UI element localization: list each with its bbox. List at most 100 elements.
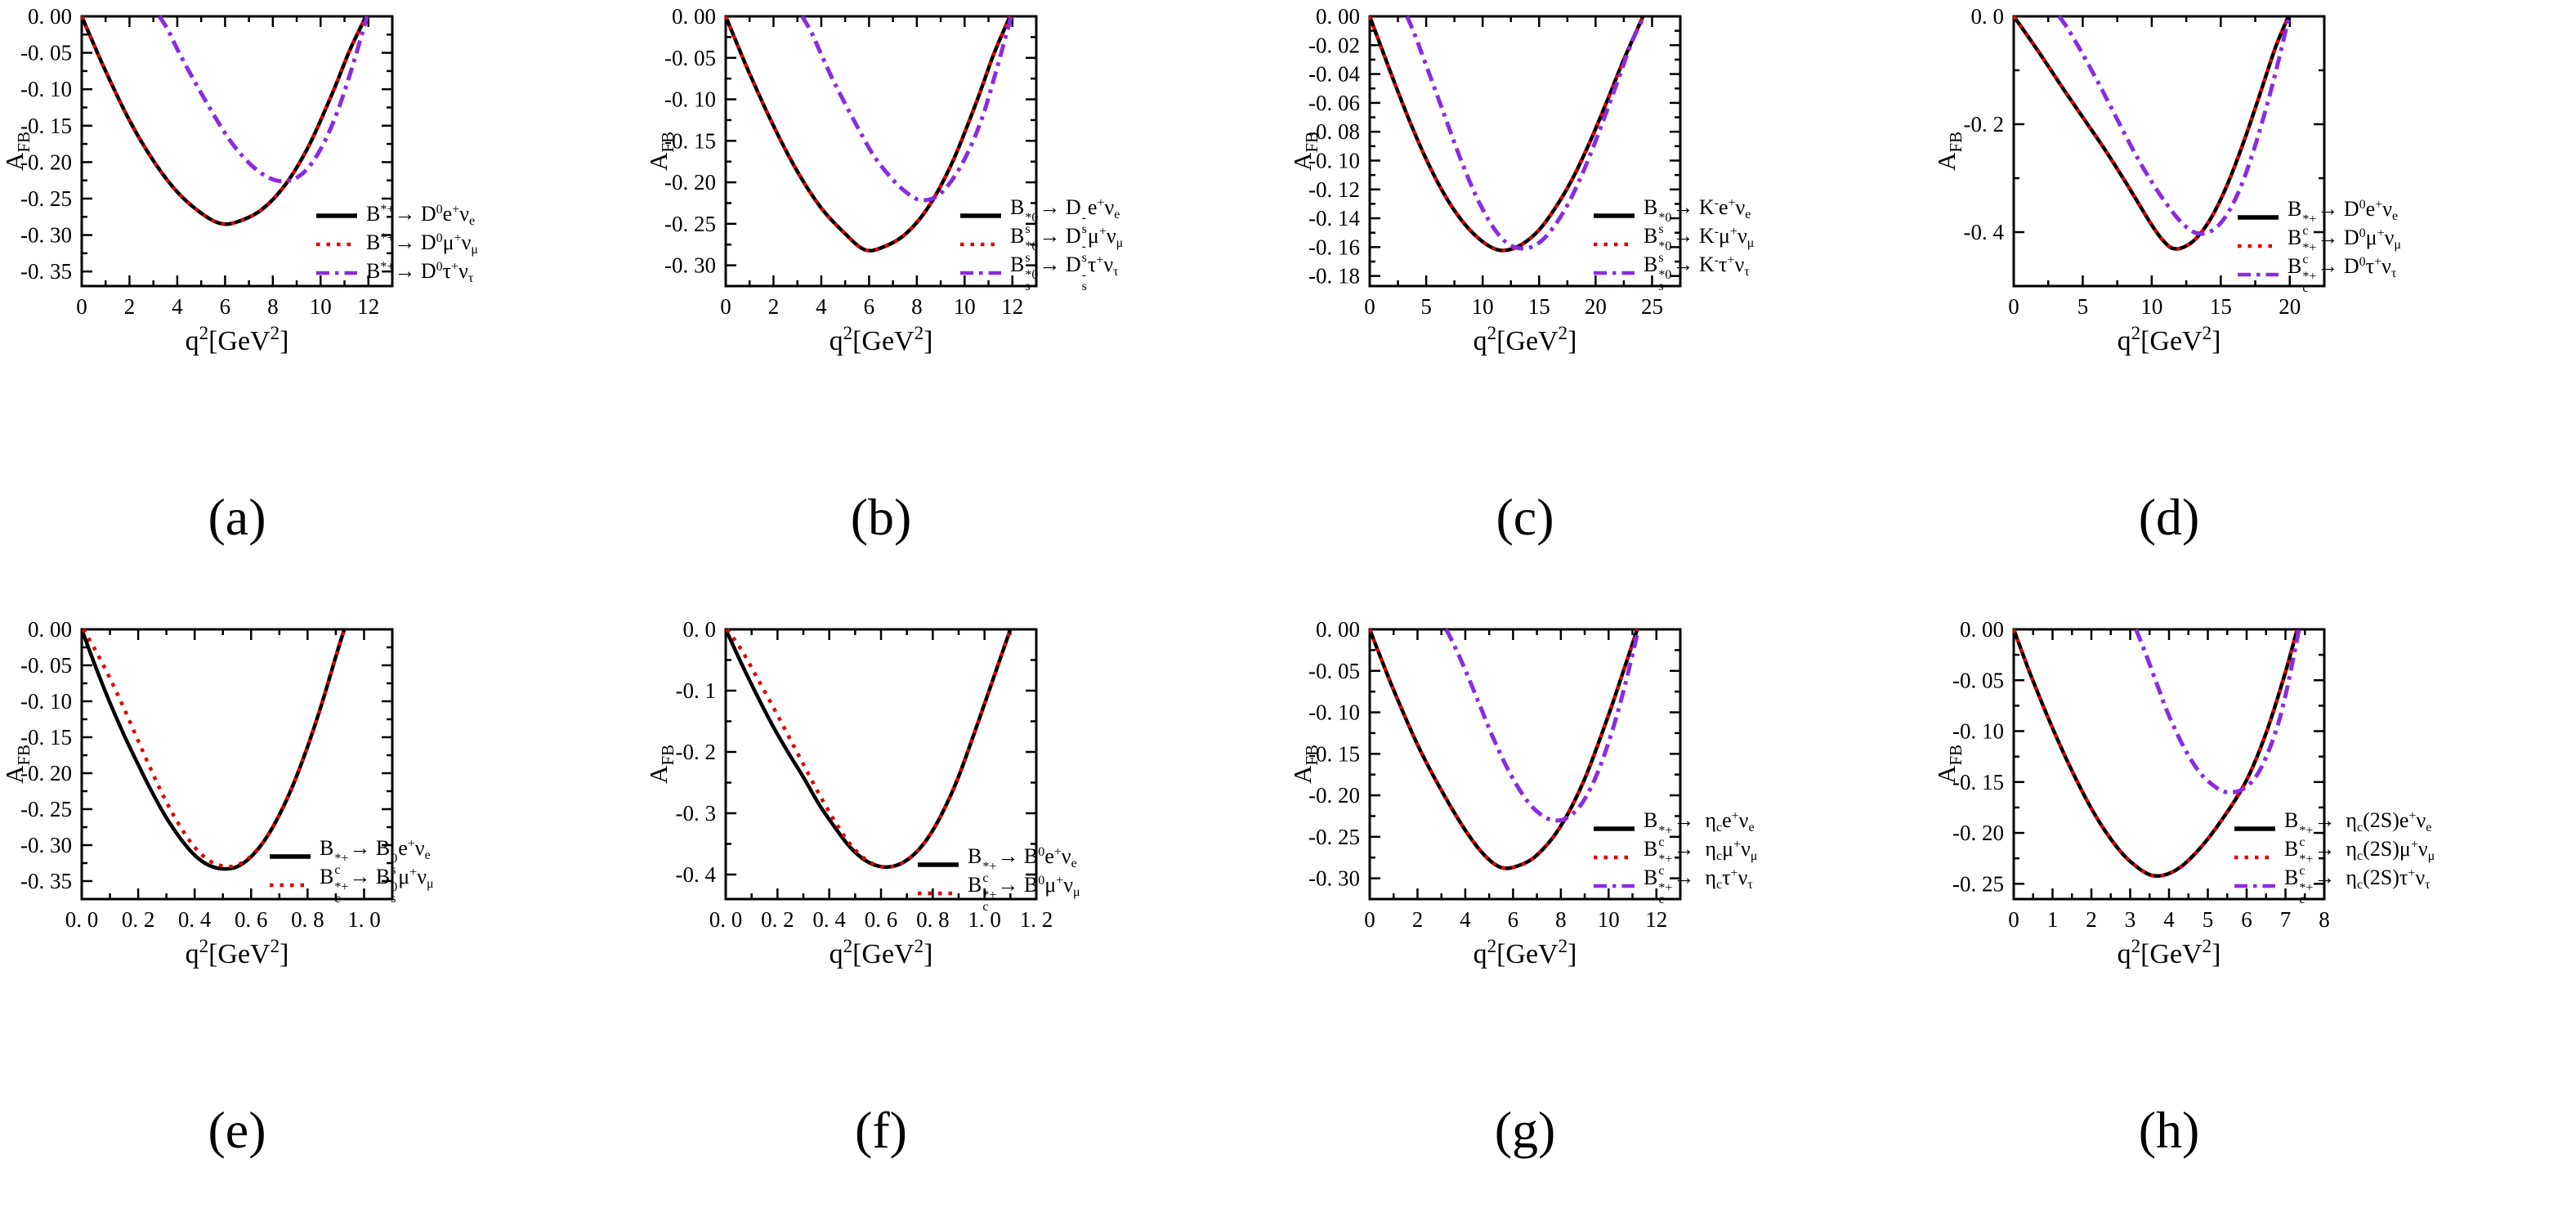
x-tick-label: 8 bbox=[911, 294, 923, 319]
superscript: + bbox=[409, 865, 418, 879]
y-tick-label: -0. 30 bbox=[20, 833, 72, 857]
x-tick-label: 8 bbox=[2319, 907, 2330, 932]
y-tick-label: -0. 30 bbox=[664, 253, 716, 278]
x-tick-label: 0. 0 bbox=[709, 907, 743, 932]
curve-electron bbox=[725, 16, 1012, 253]
subscript: c bbox=[1715, 877, 1723, 892]
subscript: τ bbox=[1747, 877, 1753, 892]
stacked-sub-sup: *0 s bbox=[1658, 210, 1672, 236]
y-tick-label: -0. 20 bbox=[664, 170, 716, 195]
subscript: e bbox=[469, 213, 476, 228]
superscript: + bbox=[1098, 224, 1107, 239]
plot-frame bbox=[2012, 15, 2326, 288]
x-tick-label: 1 bbox=[2047, 907, 2059, 932]
superscript: + bbox=[1727, 253, 1735, 267]
legend-label: B *+ c → D0μ+νμ bbox=[2288, 225, 2401, 266]
subscript: e bbox=[2426, 820, 2432, 834]
legend-line-dotted bbox=[2234, 855, 2275, 859]
y-tick-label: 0. 00 bbox=[672, 4, 716, 29]
legend-label: B *+ c → B0μ+νμ bbox=[968, 872, 1080, 914]
subscript: c bbox=[2356, 877, 2364, 892]
superscript: 0 bbox=[1038, 873, 1045, 888]
legend-label: B *+ c → D0e+νe bbox=[2288, 196, 2399, 238]
panel-g: 0 2 4 6 8 10 12 0. 00 -0. 05 -0. 10 -0. 15 -0. 20 -0… bbox=[1288, 613, 1932, 1226]
subscript: e bbox=[2392, 208, 2399, 223]
y-tick-labels: 0. 00 -0. 02 -0. 04 -0. 06 -0. 08 -0. 10 -0. 1… bbox=[1308, 4, 1360, 289]
y-tick-labels: 0. 00 -0. 05 -0. 10 -0. 15 -0. 20 -0. 25 -0. 3… bbox=[1308, 617, 1360, 891]
legend-label: B *0 s → K-τ+ντ bbox=[1644, 252, 1750, 293]
x-tick-label: 4 bbox=[2163, 907, 2175, 932]
y-tick-label: 0. 0 bbox=[1971, 4, 2005, 29]
x-tick-label: 2 bbox=[2086, 907, 2097, 932]
plot-frame bbox=[1368, 628, 1682, 901]
subscript: μ bbox=[1116, 235, 1124, 250]
y-tick-label: -0. 04 bbox=[1308, 62, 1360, 87]
plot-frame bbox=[80, 15, 394, 288]
subscript: e bbox=[1745, 207, 1751, 221]
legend-entry-tau: B *+ c → ηc(2S)τ+ντ bbox=[2233, 866, 2435, 906]
panel-d: 0 5 10 15 20 0. 0 -0. 2 -0. 4 q2[GeV2] AFB B *+ c → … bbox=[1932, 0, 2576, 613]
chart-f: 0. 0 0. 2 0. 4 0. 6 0. 8 1. 0 1. 2 0. 0 -0. 1 -0.… bbox=[644, 617, 1053, 969]
x-tick-label: 4 bbox=[172, 294, 183, 319]
chart-c: 0 5 10 15 20 25 0. 00 -0. 02 -0. 04 -0. 06 -0. 08 -… bbox=[1288, 4, 1682, 356]
legend-entry-tau: B*+→ D0τ+ντ bbox=[315, 258, 478, 287]
curve-muon bbox=[2013, 15, 2291, 251]
superscript: + bbox=[1731, 808, 1739, 823]
y-tick-label: 0. 00 bbox=[1316, 4, 1360, 29]
curve-tau bbox=[800, 15, 1013, 203]
y-tick-label: -0. 25 bbox=[1308, 825, 1360, 849]
superscript: 0 bbox=[436, 260, 443, 275]
legend-entry-electron: B *+ c → B 0 s e+νe bbox=[268, 836, 434, 877]
stacked-sub-sup: *+ c bbox=[2299, 823, 2314, 849]
subscript: c bbox=[2356, 848, 2364, 863]
stacked-sub-sup: *+ c bbox=[2302, 212, 2317, 238]
legend-line-dotted bbox=[316, 242, 357, 246]
chart-e: 0. 0 0. 2 0. 4 0. 6 0. 8 1. 0 0. 00 -0. 05 -0. 1… bbox=[0, 617, 394, 969]
y-tick-label: -0. 02 bbox=[1308, 33, 1360, 57]
y-tick-label: -0. 15 bbox=[20, 725, 72, 749]
y-axis-label: AFB bbox=[1288, 745, 1322, 784]
y-tick-labels: 0. 00 -0. 05 -0. 10 -0. 15 -0. 20 -0. 25 -0. 3… bbox=[664, 4, 716, 278]
legend-label: B *+ c → B 0 s e+νe bbox=[320, 835, 431, 877]
x-tick-labels: 0 1 2 3 4 5 6 7 8 bbox=[2008, 907, 2330, 932]
x-axis-label: q2[GeV2] bbox=[830, 323, 933, 356]
y-axis-label: AFB bbox=[644, 745, 678, 784]
subscript: c bbox=[1715, 848, 1723, 863]
x-tick-label: 0. 4 bbox=[812, 907, 846, 932]
caption-b: (b) bbox=[850, 488, 912, 546]
y-tick-label: -0. 10 bbox=[20, 77, 72, 101]
stacked-sub-sup: -s bbox=[1081, 210, 1087, 236]
superscript: + bbox=[1096, 253, 1104, 267]
x-tick-label: 0. 2 bbox=[761, 907, 794, 932]
x-tick-label: 0 bbox=[76, 294, 87, 319]
subscript: e bbox=[1114, 207, 1120, 221]
stacked-sub-sup: *+ c bbox=[334, 879, 349, 906]
legend-line-dashdot bbox=[2238, 272, 2279, 276]
subscript: μ bbox=[1072, 884, 1080, 899]
x-tick-labels: 0 5 10 15 20 25 bbox=[1364, 294, 1663, 319]
stacked-sub-sup: *+ c bbox=[1658, 880, 1673, 906]
legend-label: B *+ c → B0e+νe bbox=[968, 843, 1077, 885]
x-tick-label: 10 bbox=[1598, 907, 1620, 932]
legend-label: B*+→ D0τ+ντ bbox=[366, 259, 474, 285]
superscript: *+ bbox=[380, 231, 395, 246]
y-tick-labels: 0. 0 -0. 2 -0. 4 bbox=[1964, 4, 2005, 244]
curve-muon bbox=[81, 628, 347, 869]
superscript: + bbox=[1056, 873, 1064, 888]
x-tick-label: 0 bbox=[2008, 907, 2019, 932]
x-tick-label: 0. 6 bbox=[235, 907, 268, 932]
curves bbox=[81, 15, 369, 226]
superscript: + bbox=[452, 203, 460, 217]
x-tick-label: 1. 0 bbox=[968, 907, 1001, 932]
y-tick-label: -0. 14 bbox=[1308, 206, 1360, 230]
legend-line-dashdot bbox=[1594, 271, 1635, 275]
x-tick-label: 0. 6 bbox=[865, 907, 898, 932]
superscript: + bbox=[1729, 224, 1737, 239]
y-tick-label: -0. 06 bbox=[1308, 91, 1360, 115]
y-tick-label: 0. 00 bbox=[1316, 617, 1360, 642]
y-tick-label: -0. 25 bbox=[20, 797, 72, 821]
subscript: μ bbox=[471, 242, 478, 257]
legend-entry-tau: B *+ c → ηcτ+ντ bbox=[1592, 866, 1757, 906]
subscript: e bbox=[424, 848, 431, 862]
